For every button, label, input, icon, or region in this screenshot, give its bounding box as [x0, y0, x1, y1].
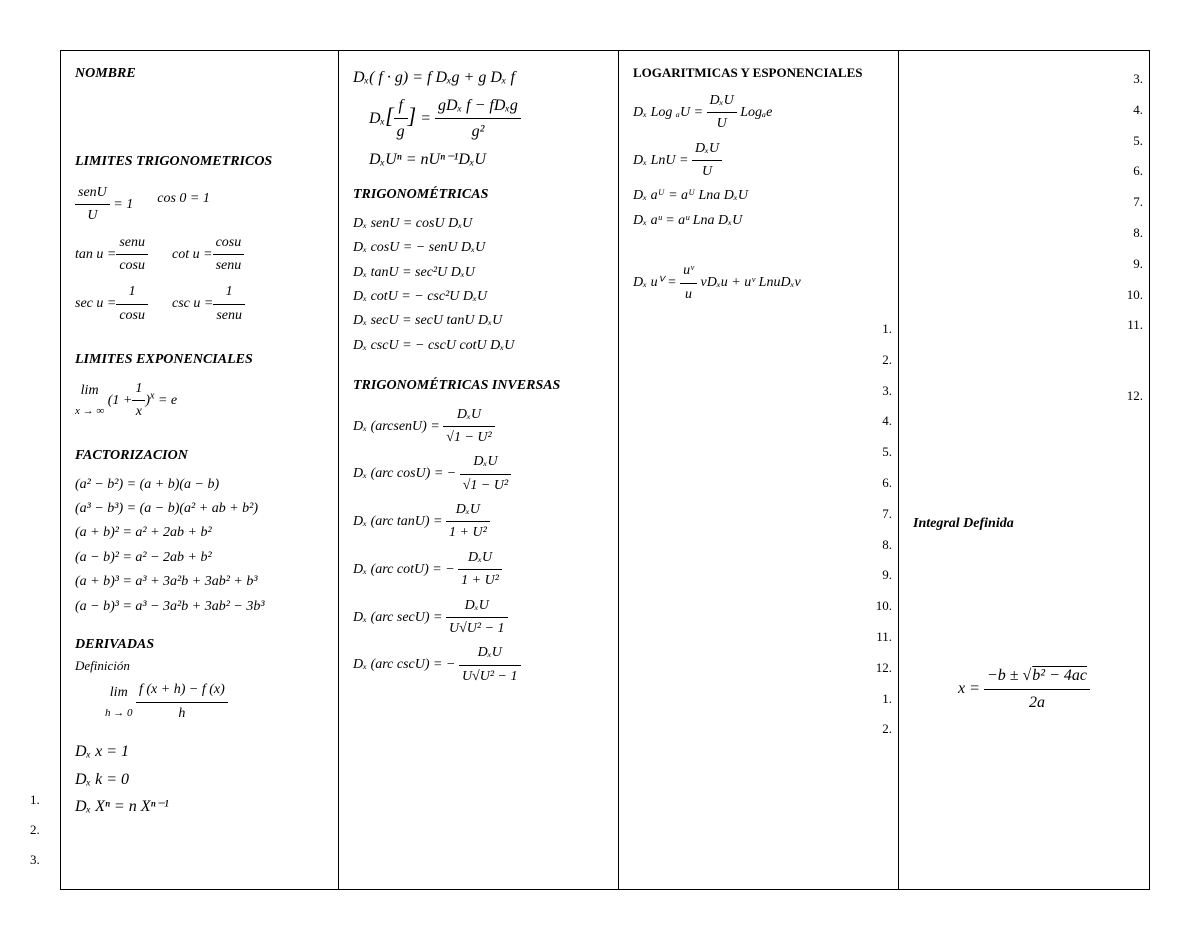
outer-num-1: 1. [30, 792, 40, 808]
d-cot: Dₓ cotU = − csc²U DₓU [353, 286, 604, 308]
col-4: 3. 4. 5. 6. 7. 8. 9. 10. 11. 12. Integra… [899, 51, 1149, 889]
rail-item: 6. [1127, 161, 1143, 182]
rail-item: 9. [876, 565, 892, 586]
rail-item: 11. [1127, 315, 1143, 336]
deriv-x: Dₓ x = 1 [75, 739, 324, 765]
d-arccsc: Dₓ (arc cscU) = − DₓUU√U² − 1 [353, 642, 604, 688]
secu: sec u =1cosu [75, 281, 148, 327]
fact-6: (a − b)³ = a³ − 3a²b + 3ab² − 3b³ [75, 596, 324, 618]
rail-item: 12. [1127, 386, 1143, 407]
rail-item: 7. [876, 504, 892, 525]
heading-lim-trig: LIMITES TRIGONOMETRICOS [75, 151, 324, 173]
lim-e: limx → ∞ (1 +1x)x = e [75, 378, 324, 424]
fact-2: (a³ − b³) = (a − b)(a² + ab + b²) [75, 498, 324, 520]
fact-5: (a + b)³ = a³ + 3a²b + 3ab² + b³ [75, 571, 324, 593]
outer-num-2: 2. [30, 822, 40, 838]
rail-item: 1. [876, 689, 892, 710]
heading-fact: FACTORIZACION [75, 445, 324, 467]
quadratic-formula: x = −b ± √b² − 4ac2a [913, 663, 1135, 715]
deriv-def: limh → 0 f (x + h) − f (x)h [75, 679, 324, 725]
quotient-rule: Dₓ[fg] = gDₓ f − fDₓgg² [353, 93, 604, 145]
rail-item: 8. [1127, 223, 1143, 244]
rail-item: 12. [876, 658, 892, 679]
product-rule: Dₓ( f · g) = f Dₓg + g Dₓ f [353, 65, 604, 91]
heading-deriv: DERIVADAS [75, 634, 324, 656]
fact-1: (a² − b²) = (a + b)(a − b) [75, 474, 324, 496]
fact-4: (a − b)² = a² − 2ab + b² [75, 547, 324, 569]
d-arcsec: Dₓ (arc secU) = DₓUU√U² − 1 [353, 595, 604, 641]
rail-item: 5. [1127, 131, 1143, 152]
rail-item: 2. [876, 350, 892, 371]
d-ln: Dₓ LnU = DₓUU [633, 138, 884, 184]
deriv-xn: Dₓ Xⁿ = n Xⁿ⁻¹ [75, 794, 324, 820]
d-tan: Dₓ tanU = sec²U DₓU [353, 262, 604, 284]
rail-item: 10. [1127, 285, 1143, 306]
d-arcsen: Dₓ (arcsenU) = DₓU√1 − U² [353, 404, 604, 450]
rail-item: 10. [876, 596, 892, 617]
col-1: NOMBRE LIMITES TRIGONOMETRICOS senUU = 1… [61, 51, 339, 889]
col-2: Dₓ( f · g) = f Dₓg + g Dₓ f Dₓ[fg] = gDₓ… [339, 51, 619, 889]
tanu: tan u =senucosu [75, 232, 148, 278]
outer-num-3: 3. [30, 852, 40, 868]
power-rule: DₓUⁿ = nUⁿ⁻¹DₓU [353, 147, 604, 173]
heading-nombre: NOMBRE [75, 63, 324, 85]
deriv-k: Dₓ k = 0 [75, 767, 324, 793]
d-sen: Dₓ senU = cosU DₓU [353, 213, 604, 235]
lim-senU: senUU = 1 [75, 182, 133, 228]
d-uV: Dₓ uⱽ = uᵛu vDₓu + uᵛ LnuDₓv [633, 260, 884, 306]
d-aU: Dₓ aᵁ = aᵁ Lna DₓU [633, 185, 884, 207]
heading-lim-exp: LIMITES EXPONENCIALES [75, 349, 324, 371]
rail-item: 5. [876, 442, 892, 463]
d-sec: Dₓ secU = secU tanU DₓU [353, 310, 604, 332]
cscu: csc u =1senu [172, 281, 245, 327]
rail-item: 6. [876, 473, 892, 494]
heading-log: LOGARITMICAS Y ESPONENCIALES [633, 63, 884, 84]
rail-item: 4. [876, 411, 892, 432]
rail-item: 9. [1127, 254, 1143, 275]
cotu: cot u =cosusenu [172, 232, 244, 278]
rail-item: 2. [876, 719, 892, 740]
d-arccot: Dₓ (arc cotU) = − DₓU1 + U² [353, 547, 604, 593]
d-loga: Dₓ Log ₐU = DₓUU Logₐe [633, 90, 884, 136]
fact-3: (a + b)² = a² + 2ab + b² [75, 522, 324, 544]
d-arccos: Dₓ (arc cosU) = − DₓU√1 − U² [353, 451, 604, 497]
d-csc: Dₓ cscU = − cscU cotU DₓU [353, 335, 604, 357]
col4-number-rail: 3. 4. 5. 6. 7. 8. 9. 10. 11. 12. [1127, 69, 1143, 417]
label-definicion: Definición [75, 656, 324, 677]
d-au: Dₓ aᵘ = aᵘ Lna DₓU [633, 210, 884, 232]
heading-integral: Integral Definida [913, 513, 1135, 535]
col-3: LOGARITMICAS Y ESPONENCIALES Dₓ Log ₐU =… [619, 51, 899, 889]
cos0: cos 0 = 1 [157, 182, 210, 228]
formula-sheet: NOMBRE LIMITES TRIGONOMETRICOS senUU = 1… [60, 50, 1150, 890]
rail-item: 1. [876, 319, 892, 340]
rail-item: 8. [876, 535, 892, 556]
heading-trig: TRIGONOMÉTRICAS [353, 184, 604, 206]
col3-number-rail: 1. 2. 3. 4. 5. 6. 7. 8. 9. 10. 11. 12. 1… [876, 319, 892, 750]
d-cos: Dₓ cosU = − senU DₓU [353, 237, 604, 259]
rail-item: 4. [1127, 100, 1143, 121]
d-arctan: Dₓ (arc tanU) = DₓU1 + U² [353, 499, 604, 545]
rail-item: 11. [876, 627, 892, 648]
rail-item: 3. [1127, 69, 1143, 90]
heading-trig-inv: TRIGONOMÉTRICAS INVERSAS [353, 375, 604, 397]
rail-item: 3. [876, 381, 892, 402]
rail-item: 7. [1127, 192, 1143, 213]
